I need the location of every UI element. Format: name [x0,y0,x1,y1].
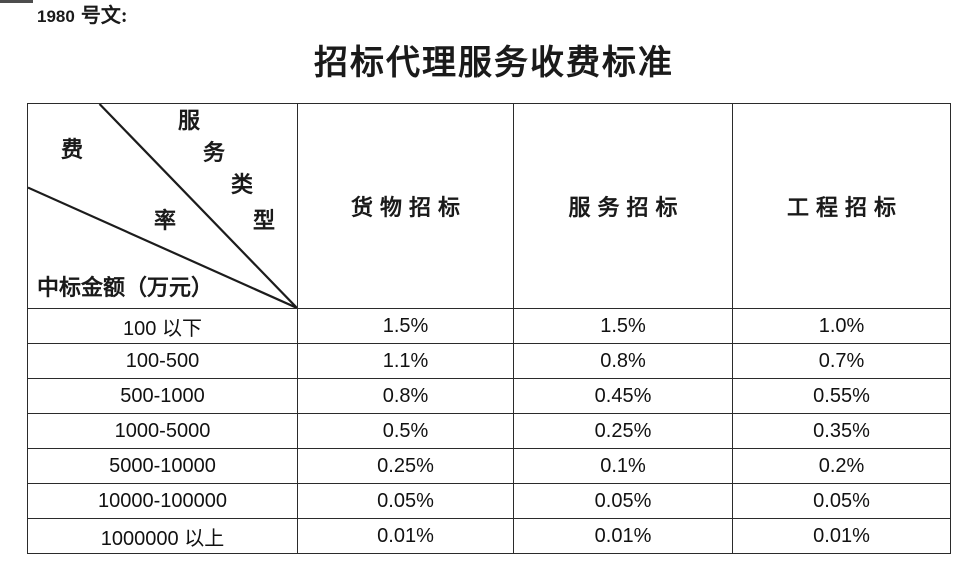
fee-value: 1.0% [732,308,951,344]
table-row: 1000-5000 0.5% 0.25% 0.35% [27,413,951,449]
column-header-service-tender: 服务招标 [513,103,733,309]
page-title: 招标代理服务收费标准 [314,45,674,82]
doc-number-value: 1980 [37,7,75,26]
corner-header-cell: 服 务 类 型 费 率 中标金额（万元） [27,103,298,309]
doc-number: 1980 号文: [37,4,128,30]
table-row: 1000000 以上 0.01% 0.01% 0.01% [27,518,951,554]
diagonal-split-lines [28,104,297,308]
table-row: 100-500 1.1% 0.8% 0.7% [27,343,951,379]
table-row: 100 以下 1.5% 1.5% 1.0% [27,308,951,344]
column-axis-label-char: 型 [253,208,276,233]
fee-value: 0.55% [732,378,951,414]
column-axis-label-char: 类 [231,172,254,197]
column-axis-label-char: 务 [203,140,226,165]
fee-value: 0.01% [297,518,514,554]
column-header-engineering-tender: 工程招标 [732,103,951,309]
table-header-row: 服 务 类 型 费 率 中标金额（万元） 货物招标 服务招标 工程招标 [27,103,951,309]
column-header-goods-tender: 货物招标 [297,103,514,309]
fee-value: 0.8% [513,343,733,379]
fee-value: 0.2% [732,448,951,484]
column-axis-label-char: 服 [178,108,201,133]
top-left-artifact-line [0,0,33,3]
fee-value: 0.1% [513,448,733,484]
row-label: 1000000 以上 [27,518,298,554]
fee-value: 0.25% [513,413,733,449]
fee-value: 0.8% [297,378,514,414]
fee-value: 0.01% [732,518,951,554]
row-label: 1000-5000 [27,413,298,449]
row-label: 10000-100000 [27,483,298,519]
fee-value: 0.05% [297,483,514,519]
row-axis-label: 中标金额（万元） [37,275,214,300]
fee-value: 1.5% [513,308,733,344]
table-row: 500-1000 0.8% 0.45% 0.55% [27,378,951,414]
row-label: 5000-10000 [27,448,298,484]
upper-diagonal-line [98,104,297,308]
fee-value: 0.01% [513,518,733,554]
fee-value: 0.05% [513,483,733,519]
fee-value: 0.35% [732,413,951,449]
table-row: 5000-10000 0.25% 0.1% 0.2% [27,448,951,484]
doc-number-suffix: 号文: [80,5,128,27]
fee-value: 0.5% [297,413,514,449]
fee-value: 0.05% [732,483,951,519]
fee-value: 0.25% [297,448,514,484]
row-label: 100 以下 [27,308,298,344]
table-row: 10000-100000 0.05% 0.05% 0.05% [27,483,951,519]
fee-value: 0.45% [513,378,733,414]
fee-value: 0.7% [732,343,951,379]
fee-value: 1.1% [297,343,514,379]
row-label: 500-1000 [27,378,298,414]
row-label: 100-500 [27,343,298,379]
cell-value-label-char: 率 [154,208,177,233]
cell-value-label-char: 费 [61,137,84,162]
fee-value: 1.5% [297,308,514,344]
fee-table: 服 务 类 型 费 率 中标金额（万元） 货物招标 服务招标 工程招标 100 … [27,103,951,554]
lower-diagonal-line [28,186,297,308]
